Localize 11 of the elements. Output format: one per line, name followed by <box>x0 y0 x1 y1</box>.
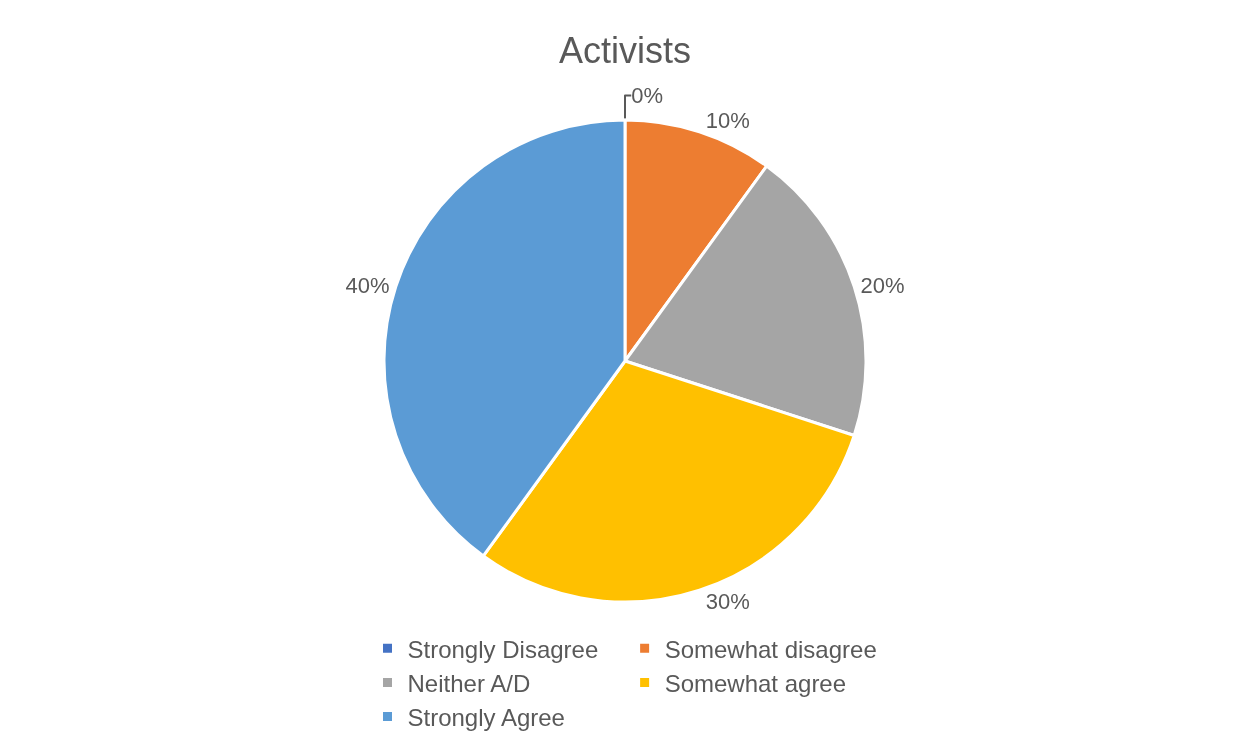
legend-label: Somewhat agree <box>664 669 847 697</box>
data-label: 40% <box>345 272 390 298</box>
data-label: 30% <box>705 589 750 615</box>
text: 0% <box>631 82 664 108</box>
chart-title: Activists <box>558 29 692 71</box>
data-label: 20% <box>860 272 905 298</box>
data-label: 10% <box>705 107 750 133</box>
legend-label: Strongly Disagree <box>407 635 599 663</box>
legend-label: Somewhat disagree <box>664 635 877 663</box>
legend-label: Neither A/D <box>407 669 531 697</box>
legend-label: Strongly Agree <box>407 703 565 731</box>
